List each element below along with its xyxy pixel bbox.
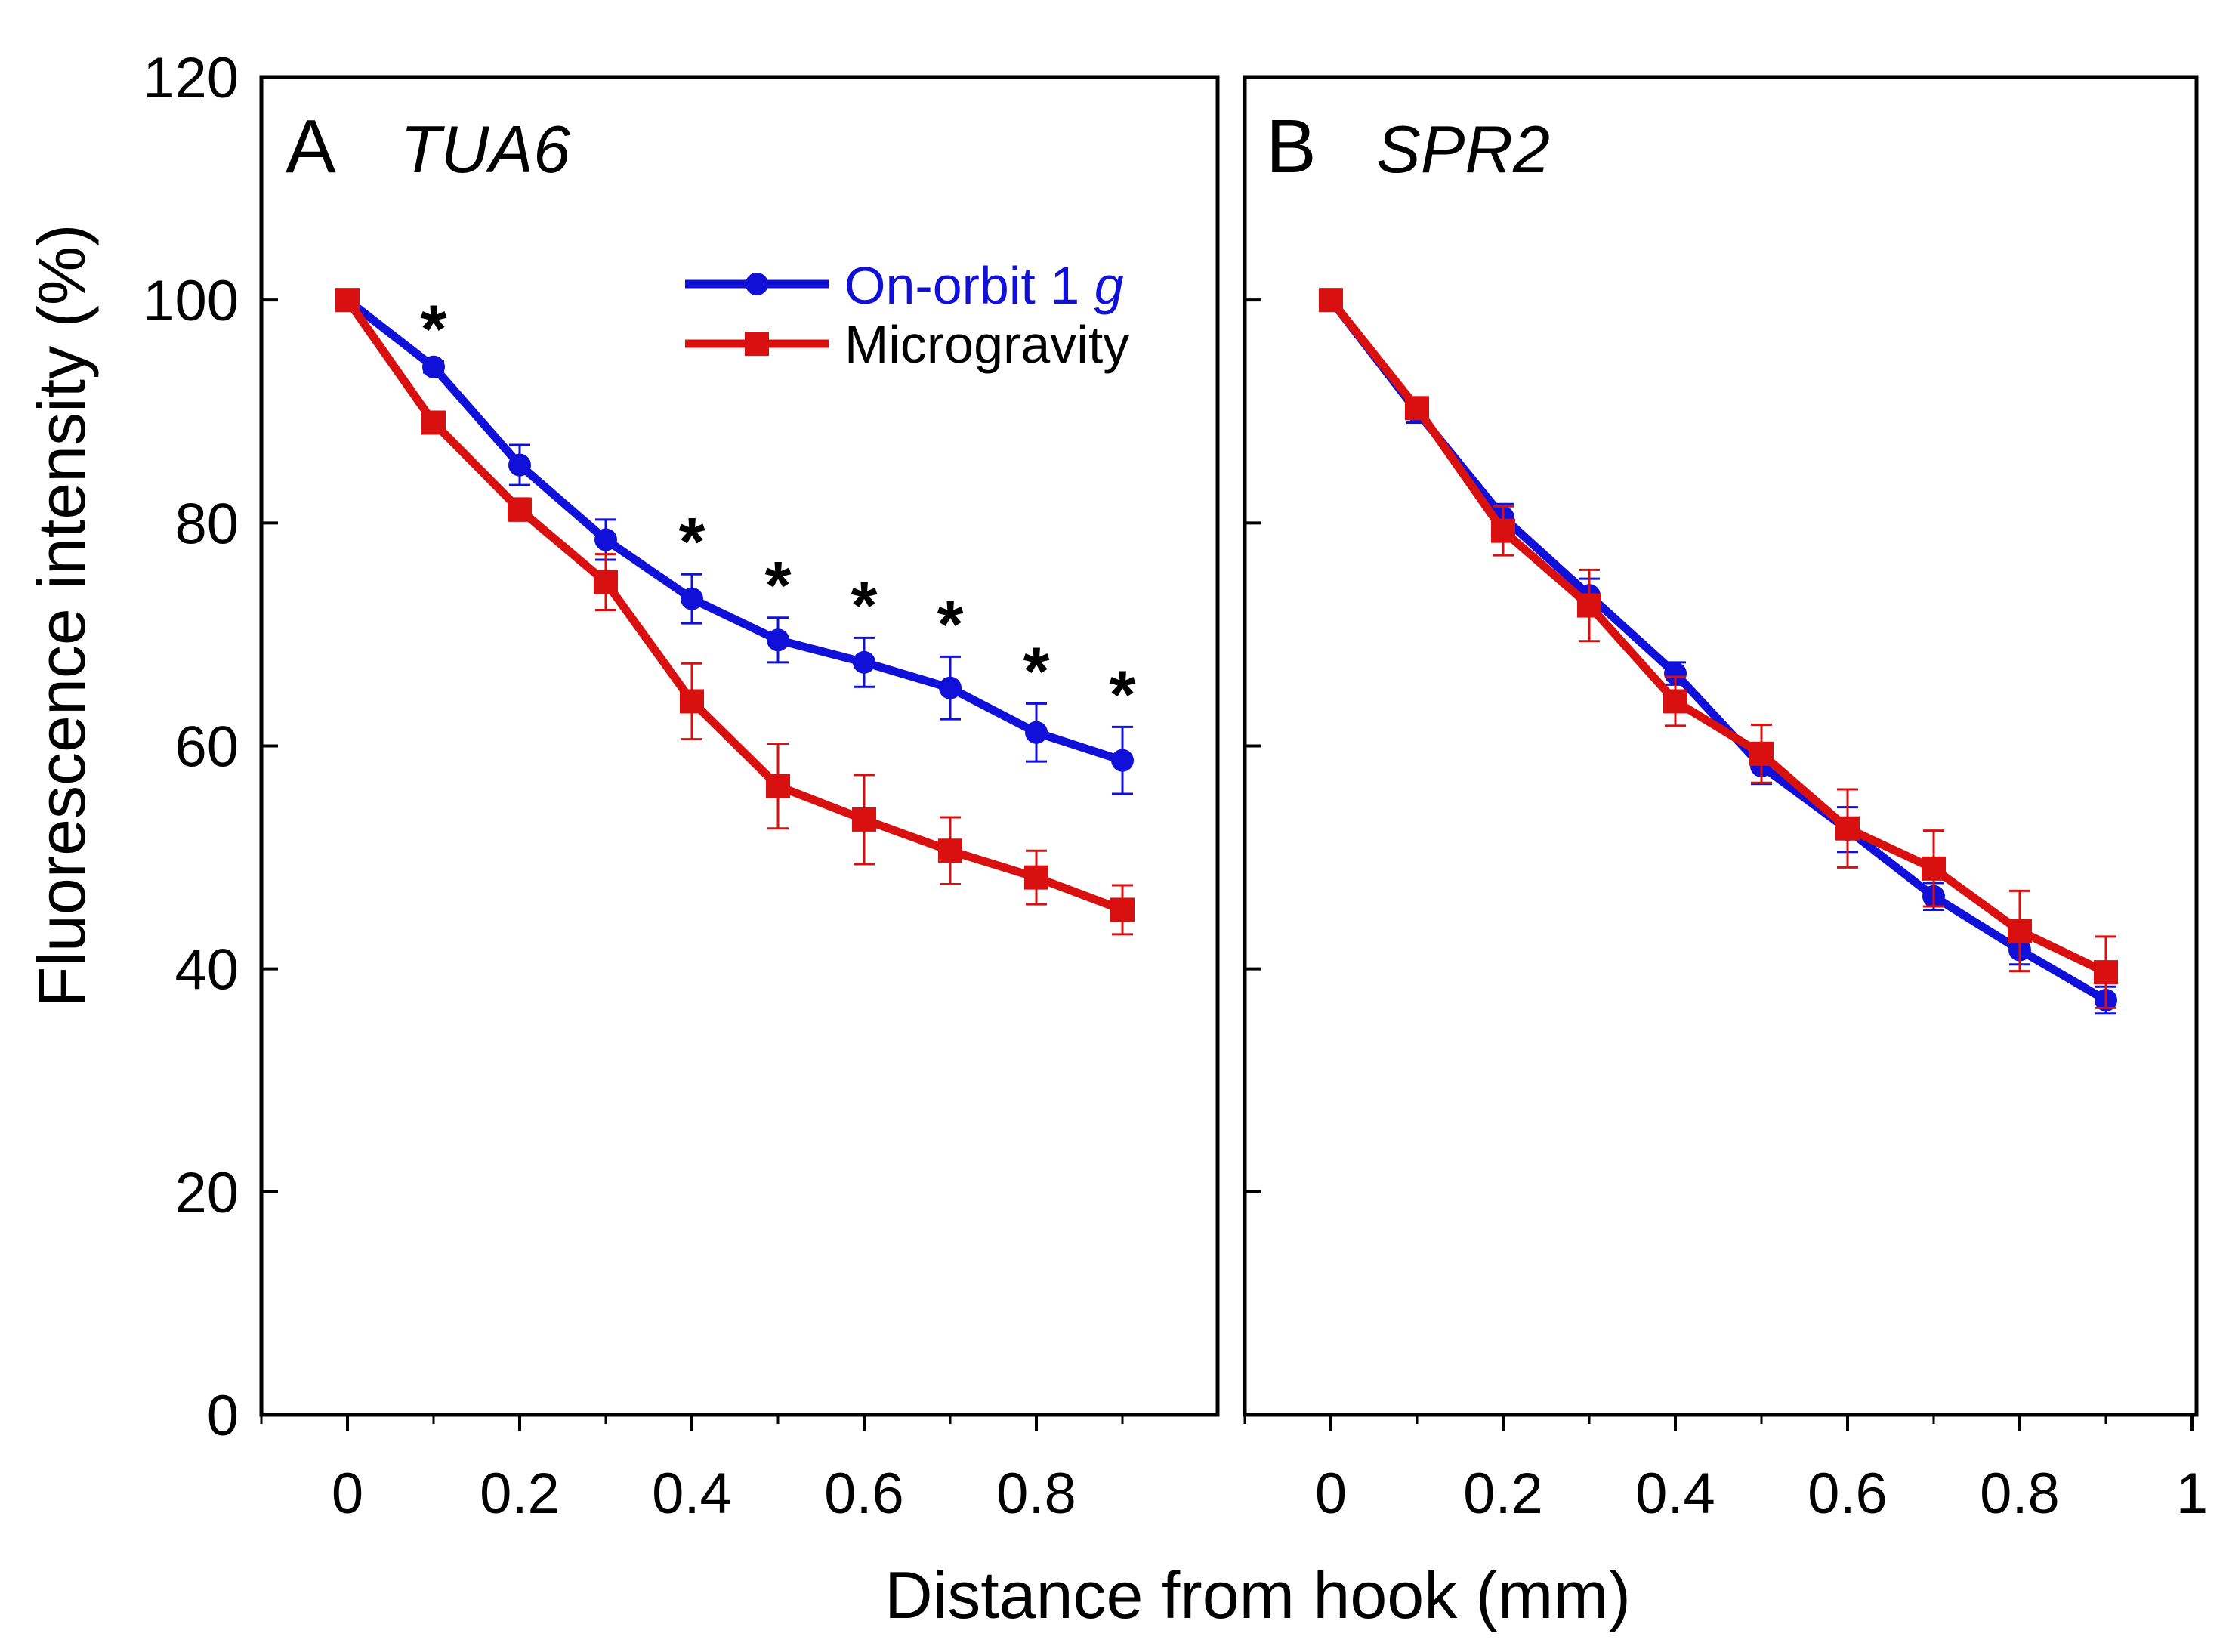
data-point bbox=[852, 807, 876, 832]
data-point bbox=[2008, 919, 2032, 943]
x-tick-label: 0.8 bbox=[996, 1462, 1076, 1526]
series-line bbox=[344, 298, 1124, 914]
data-point bbox=[939, 676, 962, 699]
data-point bbox=[421, 410, 446, 435]
significance-asterisk: * bbox=[1109, 657, 1135, 733]
legend-marker-microgravity bbox=[745, 332, 769, 356]
data-point bbox=[2094, 960, 2118, 985]
data-point bbox=[1749, 741, 1774, 766]
series-line bbox=[344, 296, 1124, 764]
y-tick-label: 100 bbox=[143, 269, 239, 333]
data-point bbox=[1663, 689, 1687, 714]
data-point bbox=[1664, 662, 1687, 685]
series-line bbox=[1327, 297, 2108, 977]
panel-b-gene-title: SPR2 bbox=[1376, 112, 1550, 187]
data-point bbox=[1922, 856, 1946, 881]
legend-label-on-orbit-text: On-orbit 1 bbox=[844, 256, 1094, 315]
panel-a-x-tick-labels: 0 0.2 0.4 0.6 0.8 bbox=[332, 1462, 1076, 1526]
x-tick-label: 0 bbox=[332, 1462, 363, 1526]
y-tick-label: 0 bbox=[207, 1384, 239, 1448]
x-tick-label: 0.8 bbox=[1980, 1462, 2060, 1526]
series-on-orbit bbox=[336, 289, 1134, 795]
panel-b-x-tick-labels: 0 0.2 0.4 0.6 0.8 1 bbox=[1315, 1462, 2208, 1526]
panel-a-letter: A bbox=[286, 104, 336, 189]
legend-marker-on-orbit bbox=[746, 273, 768, 295]
y-tick-label: 40 bbox=[174, 938, 239, 1002]
data-point bbox=[422, 355, 445, 378]
panel-a-gene-title: TUA6 bbox=[400, 112, 570, 187]
y-tick-labels: 0 20 40 60 80 100 120 bbox=[143, 46, 239, 1448]
series-on-orbit bbox=[1320, 289, 2117, 1015]
data-point bbox=[594, 570, 618, 594]
significance-asterisk: * bbox=[1023, 634, 1049, 709]
legend-label-on-orbit: On-orbit 1 g bbox=[844, 256, 1124, 315]
data-point bbox=[508, 497, 532, 522]
series-line bbox=[1327, 297, 2108, 1004]
x-tick-label: 1 bbox=[2176, 1462, 2208, 1526]
significance-asterisk: * bbox=[937, 587, 963, 662]
data-point bbox=[680, 689, 704, 714]
legend-label-on-orbit-g: g bbox=[1094, 256, 1124, 315]
data-point bbox=[1835, 816, 1860, 841]
series-microgravity bbox=[1319, 288, 2118, 1009]
x-tick-label: 0 bbox=[1315, 1462, 1347, 1526]
data-point bbox=[1024, 865, 1048, 890]
x-tick-label: 0.4 bbox=[652, 1462, 732, 1526]
data-point bbox=[1110, 897, 1135, 922]
x-tick-label: 0.2 bbox=[480, 1462, 560, 1526]
x-axis-title: Distance from hook (mm) bbox=[885, 1558, 1631, 1632]
data-point bbox=[767, 628, 789, 652]
y-tick-label: 60 bbox=[174, 715, 239, 780]
data-point bbox=[938, 838, 962, 863]
data-point bbox=[1491, 518, 1515, 543]
data-point bbox=[681, 587, 703, 610]
panel-a-ticks bbox=[260, 298, 1124, 1431]
panel-b-ticks bbox=[1243, 298, 2194, 1431]
data-point bbox=[1405, 396, 1429, 421]
y-tick-label: 20 bbox=[174, 1161, 239, 1225]
legend: On-orbit 1 g Microgravity bbox=[685, 256, 1129, 374]
data-point bbox=[853, 650, 875, 674]
significance-asterisk: * bbox=[764, 548, 791, 624]
significance-asterisk: * bbox=[851, 568, 877, 644]
data-point bbox=[1577, 593, 1601, 618]
x-tick-label: 0.6 bbox=[1808, 1462, 1888, 1526]
legend-label-microgravity: Microgravity bbox=[844, 315, 1129, 374]
panel-b-frame bbox=[1243, 75, 2199, 1417]
data-point bbox=[1111, 749, 1134, 772]
data-point bbox=[766, 774, 790, 798]
y-tick-label: 120 bbox=[143, 46, 239, 110]
panel-a-plot: * * * * * * * bbox=[335, 288, 1136, 936]
x-tick-label: 0.4 bbox=[1635, 1462, 1715, 1526]
data-point bbox=[594, 528, 617, 551]
significance-asterisk: * bbox=[420, 292, 446, 367]
panel-b-letter: B bbox=[1266, 104, 1317, 189]
series-microgravity bbox=[335, 288, 1135, 936]
significance-asterisk: * bbox=[678, 505, 705, 580]
x-tick-label: 0.2 bbox=[1463, 1462, 1543, 1526]
data-point bbox=[335, 288, 360, 313]
x-tick-label: 0.6 bbox=[824, 1462, 904, 1526]
data-point bbox=[1025, 721, 1048, 744]
y-axis-title: Fluorescence intensity (%) bbox=[24, 224, 99, 1008]
data-point bbox=[508, 453, 531, 477]
y-tick-label: 80 bbox=[174, 492, 239, 556]
panel-b-plot bbox=[1319, 288, 2118, 1015]
data-point bbox=[1319, 288, 1343, 313]
